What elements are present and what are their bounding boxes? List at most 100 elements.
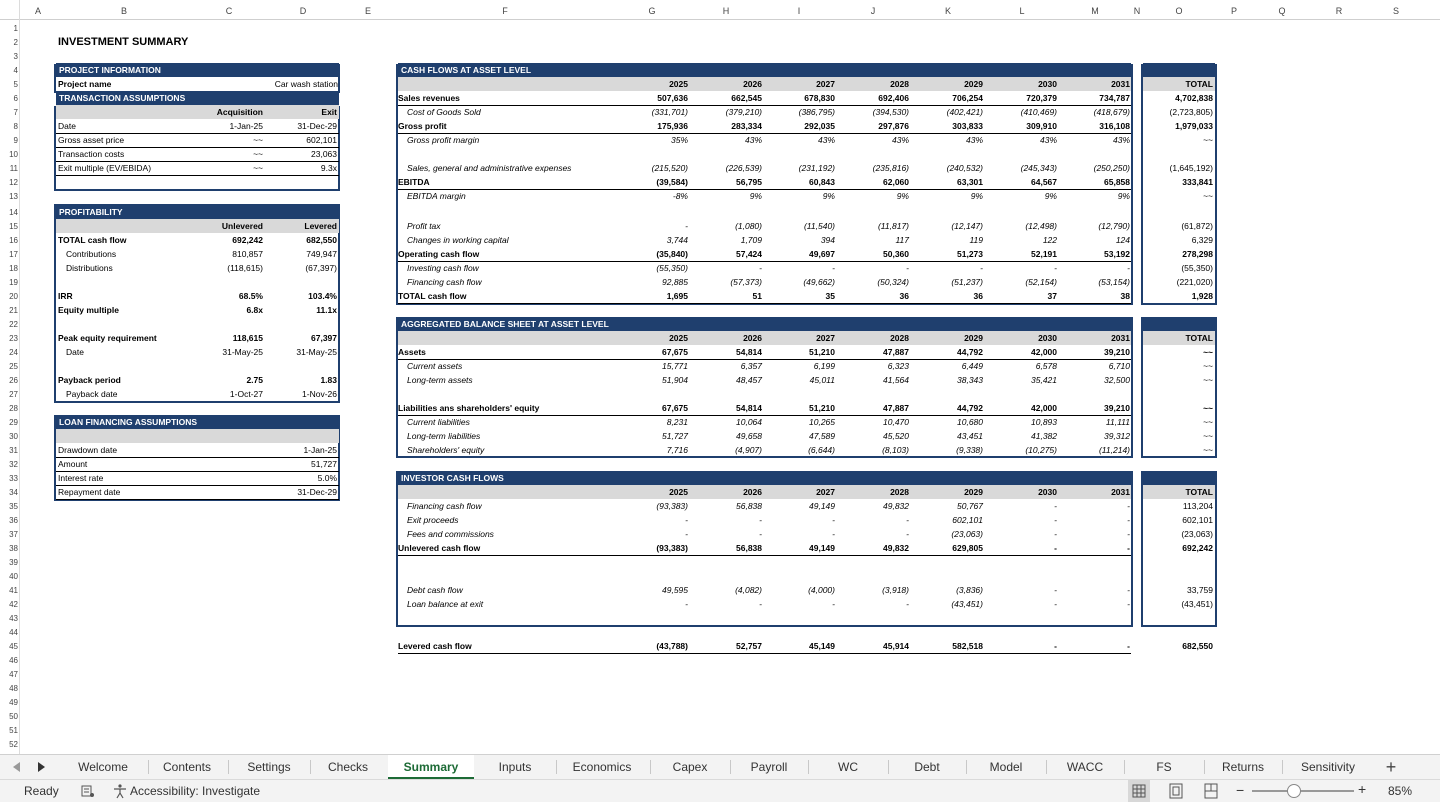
zoom-slider-thumb[interactable]: [1287, 784, 1301, 798]
row-header[interactable]: 14: [9, 208, 18, 217]
row-header[interactable]: 33: [9, 474, 18, 483]
zoom-slider[interactable]: [1252, 790, 1354, 792]
tab-payroll[interactable]: Payroll: [750, 760, 788, 774]
row-header[interactable]: 52: [9, 740, 18, 749]
accessibility-status[interactable]: Accessibility: Investigate: [130, 784, 261, 798]
row-header[interactable]: 22: [9, 320, 18, 329]
row-header[interactable]: 35: [9, 502, 18, 511]
row-header[interactable]: 21: [9, 306, 18, 315]
row-header[interactable]: 47: [9, 670, 18, 679]
row-header[interactable]: 7: [13, 108, 18, 117]
row-header[interactable]: 34: [9, 488, 18, 497]
row-header[interactable]: 17: [9, 250, 18, 259]
column-header[interactable]: J: [870, 6, 876, 16]
tab-model[interactable]: Model: [989, 760, 1023, 774]
row-header[interactable]: 42: [9, 600, 18, 609]
page-break-icon[interactable]: [1200, 780, 1222, 805]
column-header[interactable]: A: [34, 6, 41, 16]
column-header[interactable]: Q: [1278, 6, 1286, 16]
column-header[interactable]: B: [120, 6, 127, 16]
row-header[interactable]: 19: [9, 278, 18, 287]
tab-sensitivity[interactable]: Sensitivity: [1300, 760, 1356, 774]
row-header[interactable]: 45: [9, 642, 18, 651]
row-header[interactable]: 28: [9, 404, 18, 413]
row-header[interactable]: 46: [9, 656, 18, 665]
row-header[interactable]: 48: [9, 684, 18, 693]
tab-summary[interactable]: Summary: [388, 755, 474, 779]
column-header[interactable]: G: [648, 6, 656, 16]
column-header[interactable]: O: [1175, 6, 1183, 16]
row-header[interactable]: 2: [13, 38, 18, 47]
row-header[interactable]: 31: [9, 446, 18, 455]
row-header[interactable]: 40: [9, 572, 18, 581]
row-header[interactable]: 15: [9, 222, 18, 231]
column-header[interactable]: M: [1091, 6, 1099, 16]
tab-welcome[interactable]: Welcome: [78, 760, 128, 774]
row-header[interactable]: 5: [13, 80, 18, 89]
row-header[interactable]: 10: [9, 150, 18, 159]
accessibility-icon[interactable]: [112, 783, 128, 802]
tab-contents[interactable]: Contents: [162, 760, 212, 774]
column-header[interactable]: C: [225, 6, 233, 16]
page-layout-icon[interactable]: [1165, 780, 1187, 805]
column-header[interactable]: S: [1392, 6, 1399, 16]
row-header[interactable]: 20: [9, 292, 18, 301]
row-header[interactable]: 1: [13, 24, 18, 33]
macro-record-icon[interactable]: [80, 783, 96, 802]
row-header[interactable]: 50: [9, 712, 18, 721]
row-header[interactable]: 39: [9, 558, 18, 567]
zoom-out-button[interactable]: −: [1236, 782, 1245, 798]
row-header[interactable]: 29: [9, 418, 18, 427]
tab-returns[interactable]: Returns: [1221, 760, 1265, 774]
add-sheet-icon[interactable]: +: [1385, 757, 1397, 777]
row-header[interactable]: 3: [13, 52, 18, 61]
column-header[interactable]: P: [1230, 6, 1237, 16]
tab-checks[interactable]: Checks: [327, 760, 368, 774]
normal-view-icon[interactable]: [1128, 780, 1150, 802]
row-header[interactable]: 16: [9, 236, 18, 245]
column-header[interactable]: N: [1133, 6, 1141, 16]
row-header[interactable]: 41: [9, 586, 18, 595]
row-header[interactable]: 8: [13, 122, 18, 131]
row-header[interactable]: 43: [9, 614, 18, 623]
row-header[interactable]: 44: [9, 628, 18, 637]
column-header[interactable]: I: [797, 6, 801, 16]
tab-capex[interactable]: Capex: [672, 760, 708, 774]
row-header[interactable]: 6: [13, 94, 18, 103]
row-header[interactable]: 51: [9, 726, 18, 735]
column-header[interactable]: K: [944, 6, 951, 16]
column-header[interactable]: F: [502, 6, 508, 16]
zoom-level[interactable]: 85%: [1388, 784, 1413, 798]
zoom-in-button[interactable]: +: [1358, 781, 1367, 797]
row-header[interactable]: 38: [9, 544, 18, 553]
row-header[interactable]: 27: [9, 390, 18, 399]
row-header[interactable]: 11: [9, 164, 18, 173]
row-header[interactable]: 36: [9, 516, 18, 525]
tab-prev-icon[interactable]: [10, 760, 24, 774]
row-header[interactable]: 26: [9, 376, 18, 385]
row-header[interactable]: 9: [13, 136, 18, 145]
tab-fs[interactable]: FS: [1156, 760, 1172, 774]
tab-debt[interactable]: Debt: [914, 760, 940, 774]
tab-settings[interactable]: Settings: [247, 760, 291, 774]
row-header[interactable]: 23: [9, 334, 18, 343]
tab-inputs[interactable]: Inputs: [498, 760, 532, 774]
column-header[interactable]: H: [722, 6, 730, 16]
row-header[interactable]: 30: [9, 432, 18, 441]
row-header[interactable]: 25: [9, 362, 18, 371]
row-header[interactable]: 49: [9, 698, 18, 707]
row-header[interactable]: 24: [9, 348, 18, 357]
row-header[interactable]: 32: [9, 460, 18, 469]
tab-economics[interactable]: Economics: [572, 760, 632, 774]
tab-wc[interactable]: WC: [838, 760, 858, 774]
row-header[interactable]: 4: [13, 66, 18, 75]
row-header[interactable]: 18: [9, 264, 18, 273]
column-header[interactable]: L: [1019, 6, 1025, 16]
row-header[interactable]: 37: [9, 530, 18, 539]
row-header[interactable]: 12: [9, 178, 18, 187]
tab-next-icon[interactable]: [34, 760, 48, 774]
column-header[interactable]: D: [299, 6, 307, 16]
column-header[interactable]: R: [1335, 6, 1343, 16]
tab-wacc[interactable]: WACC: [1066, 760, 1104, 774]
